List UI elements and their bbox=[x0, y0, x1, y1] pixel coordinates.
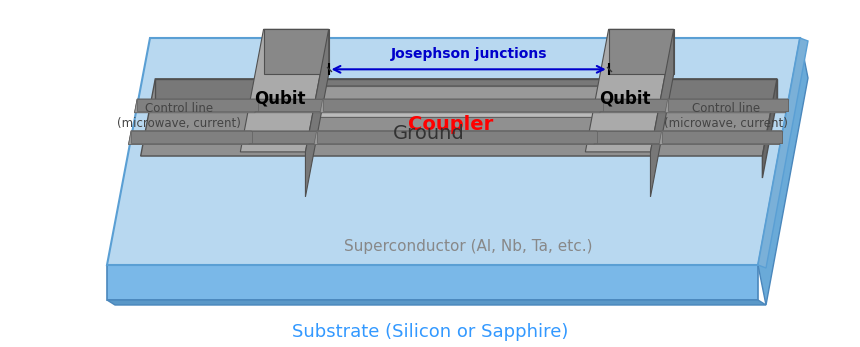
Polygon shape bbox=[131, 131, 782, 143]
Polygon shape bbox=[665, 99, 788, 113]
Text: Control line
(microwave, current): Control line (microwave, current) bbox=[664, 102, 788, 130]
Polygon shape bbox=[586, 29, 673, 152]
Polygon shape bbox=[107, 265, 758, 300]
Text: Control line
(microwave, current): Control line (microwave, current) bbox=[117, 102, 241, 130]
Polygon shape bbox=[263, 29, 329, 74]
Polygon shape bbox=[107, 38, 800, 265]
Polygon shape bbox=[316, 131, 597, 143]
Text: Josephson junctions: Josephson junctions bbox=[390, 47, 547, 61]
Polygon shape bbox=[758, 38, 808, 305]
Polygon shape bbox=[137, 99, 257, 111]
Polygon shape bbox=[107, 300, 766, 305]
Polygon shape bbox=[156, 79, 777, 101]
Text: Ground: Ground bbox=[393, 125, 464, 143]
Text: Qubit: Qubit bbox=[599, 89, 651, 107]
Polygon shape bbox=[134, 99, 257, 113]
Polygon shape bbox=[240, 29, 329, 152]
Polygon shape bbox=[141, 79, 777, 156]
Polygon shape bbox=[321, 86, 603, 111]
Text: Qubit: Qubit bbox=[255, 89, 306, 107]
Polygon shape bbox=[314, 131, 597, 144]
Polygon shape bbox=[128, 131, 251, 144]
Polygon shape bbox=[322, 99, 603, 111]
Polygon shape bbox=[661, 131, 782, 143]
Text: Coupler: Coupler bbox=[408, 116, 493, 134]
Polygon shape bbox=[650, 29, 673, 197]
Polygon shape bbox=[134, 99, 788, 113]
Polygon shape bbox=[659, 131, 782, 144]
Polygon shape bbox=[758, 38, 808, 268]
Polygon shape bbox=[315, 86, 603, 117]
Polygon shape bbox=[320, 99, 603, 113]
Polygon shape bbox=[667, 99, 788, 111]
Polygon shape bbox=[131, 131, 251, 143]
Polygon shape bbox=[305, 29, 329, 197]
Polygon shape bbox=[597, 86, 603, 142]
Polygon shape bbox=[137, 99, 788, 111]
Text: Substrate (Silicon or Sapphire): Substrate (Silicon or Sapphire) bbox=[292, 323, 568, 341]
Text: Superconductor (Al, Nb, Ta, etc.): Superconductor (Al, Nb, Ta, etc.) bbox=[344, 239, 593, 254]
Polygon shape bbox=[128, 131, 782, 144]
Polygon shape bbox=[762, 79, 777, 178]
Polygon shape bbox=[609, 29, 673, 74]
Polygon shape bbox=[156, 101, 777, 105]
